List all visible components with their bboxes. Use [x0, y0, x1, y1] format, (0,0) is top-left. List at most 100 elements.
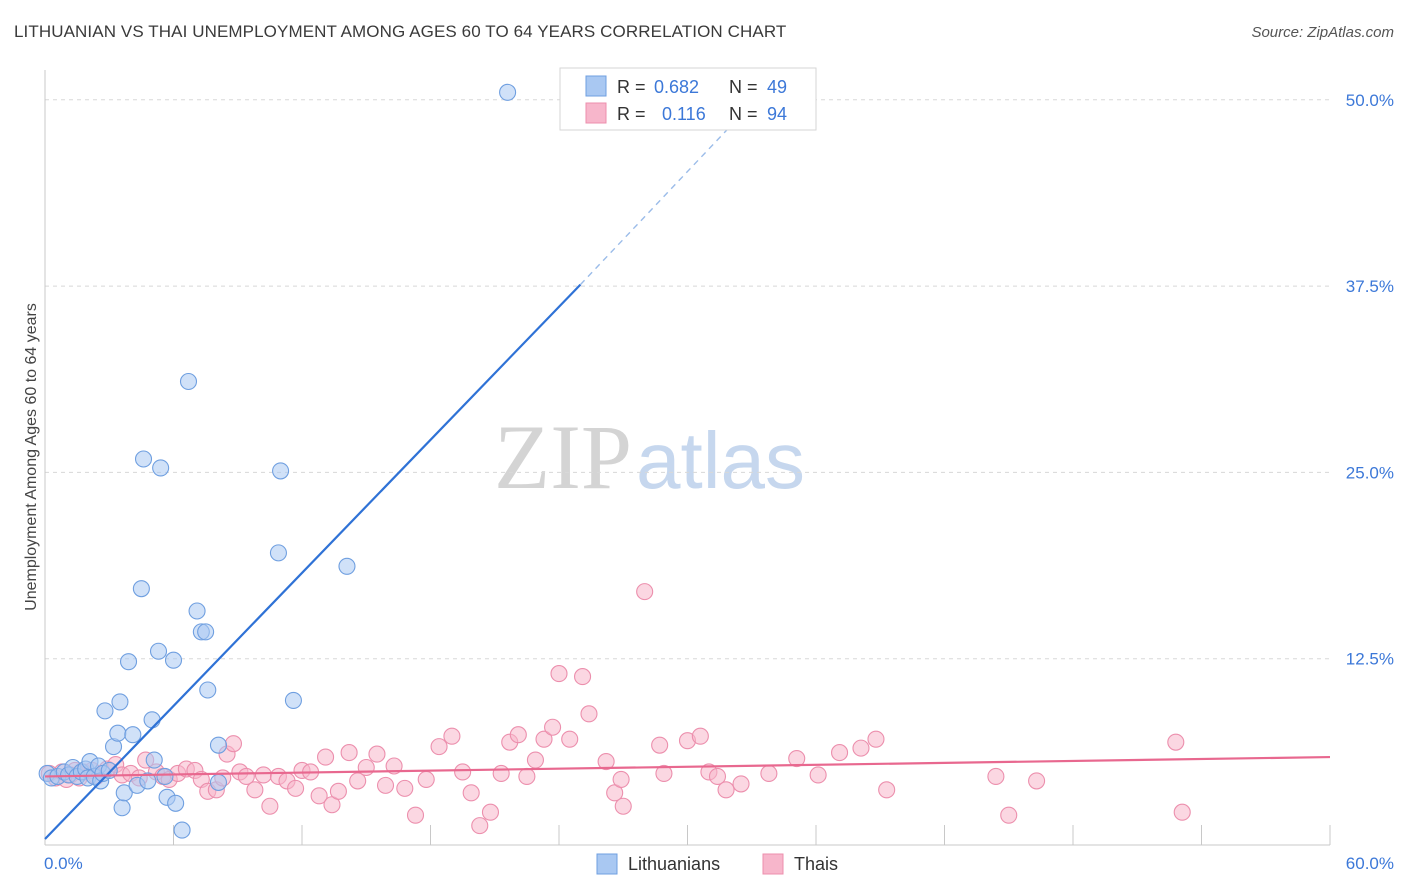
source-credit: Source: ZipAtlas.com — [1251, 24, 1394, 41]
thai-point — [788, 750, 806, 768]
lithuanian-point — [199, 681, 217, 699]
thai-point — [636, 583, 654, 601]
lithuanian-point — [179, 372, 198, 391]
gridlines: 12.5% 25.0% 37.5% 50.0% — [45, 91, 1394, 669]
thai-point — [349, 772, 367, 790]
thai-point — [385, 757, 403, 775]
lithuanian-point — [109, 724, 127, 742]
thai-point — [760, 764, 778, 783]
thai-point — [340, 744, 358, 762]
thai-point — [1028, 772, 1046, 790]
axes — [44, 70, 1331, 846]
legend-n-value-lithuanians: 49 — [767, 77, 787, 97]
lithuanian-point — [284, 691, 302, 709]
lithuanian-trend-line — [44, 283, 582, 840]
legend-n-label-thais: N = — [729, 104, 758, 124]
lithuanian-point — [173, 821, 191, 839]
lithuanian-point — [499, 83, 517, 101]
thai-point — [809, 766, 827, 784]
thai-point — [376, 776, 395, 794]
thai-point — [878, 781, 896, 799]
lithuanian-point — [124, 726, 142, 744]
thai-point — [1167, 733, 1185, 751]
thai-point — [430, 738, 448, 756]
y-tick-label: 37.5% — [1346, 277, 1394, 296]
thai-point — [597, 752, 615, 771]
thai-point — [462, 784, 480, 802]
thai-point — [443, 727, 461, 745]
lithuanian-point — [96, 702, 114, 720]
lithuanian-point — [167, 794, 185, 812]
legend-swatch-lithuanians — [585, 75, 607, 97]
thai-point — [254, 766, 273, 784]
x-tick-label-max: 60.0% — [1346, 854, 1394, 873]
thai-point — [526, 751, 544, 769]
lithuanian-point — [149, 642, 168, 660]
thai-trend-line — [44, 755, 1331, 778]
thai-point — [708, 767, 727, 785]
thai-point — [651, 736, 669, 754]
thai-point — [1000, 806, 1018, 824]
thai-point — [1173, 803, 1191, 821]
y-tick-label: 50.0% — [1346, 91, 1394, 110]
thai-point — [246, 781, 264, 799]
legend-n-label-lithuanians: N = — [729, 77, 758, 97]
lithuanian-point — [156, 767, 174, 785]
lithuanian-point — [111, 693, 129, 711]
lithuanian-point — [143, 711, 161, 729]
thai-point — [396, 779, 414, 797]
lithuanian-point — [209, 736, 228, 754]
thai-point — [867, 730, 885, 748]
thai-point — [561, 730, 579, 748]
lithuanian-point — [119, 653, 138, 671]
legend-r-label-lithuanians: R = — [617, 77, 646, 97]
lithuanian-point — [132, 580, 150, 598]
thai-point — [492, 764, 510, 783]
thai-point — [368, 745, 386, 763]
watermark-zip: ZIP — [494, 406, 632, 508]
thai-points — [40, 583, 1191, 835]
thai-point — [831, 744, 849, 762]
thai-point — [357, 758, 375, 777]
thai-point — [544, 718, 562, 736]
bottom-legend-label-thais: Thais — [794, 854, 838, 874]
thai-point — [574, 668, 592, 686]
bottom-legend-swatch-thais — [762, 853, 784, 875]
lithuanian-point — [115, 784, 133, 802]
thai-point — [406, 806, 425, 824]
thai-point — [550, 665, 568, 683]
bottom-legend-label-lithuanians: Lithuanians — [628, 854, 720, 874]
stats-legend: R = 0.682 N = 49 R = 0.116 N = 94 — [559, 67, 817, 131]
thai-point — [317, 748, 335, 766]
thai-point — [655, 764, 673, 783]
lithuanian-point — [145, 751, 163, 769]
thai-point — [612, 770, 630, 788]
watermark-atlas: atlas — [636, 416, 805, 505]
thai-point — [329, 782, 347, 800]
legend-r-value-thais: 0.116 — [662, 104, 706, 124]
thai-point — [535, 730, 553, 748]
chart-title: LITHUANIAN VS THAI UNEMPLOYMENT AMONG AG… — [14, 22, 787, 41]
lithuanian-point — [209, 773, 228, 791]
y-tick-label: 12.5% — [1346, 650, 1394, 669]
thai-point — [691, 727, 709, 745]
thai-point — [614, 797, 632, 815]
thai-point — [987, 767, 1005, 785]
lithuanian-point — [269, 544, 287, 562]
y-axis-label: Unemployment Among Ages 60 to 64 years — [23, 303, 40, 611]
thai-point — [852, 739, 870, 757]
thai-point — [310, 787, 328, 805]
lithuanian-point — [188, 602, 206, 620]
legend-r-value-lithuanians: 0.682 — [654, 77, 699, 97]
bottom-legend-swatch-lithuanians — [596, 853, 618, 875]
thai-point — [471, 817, 489, 835]
thai-point — [261, 797, 279, 815]
thai-point — [518, 767, 536, 785]
legend-n-value-thais: 94 — [767, 104, 787, 124]
lithuanian-point — [272, 462, 290, 480]
x-tick-label-min: 0.0% — [44, 854, 83, 873]
lithuanian-point — [139, 772, 157, 790]
lithuanian-point — [152, 459, 170, 477]
legend-r-label-thais: R = — [617, 104, 646, 124]
thai-point — [732, 775, 750, 793]
